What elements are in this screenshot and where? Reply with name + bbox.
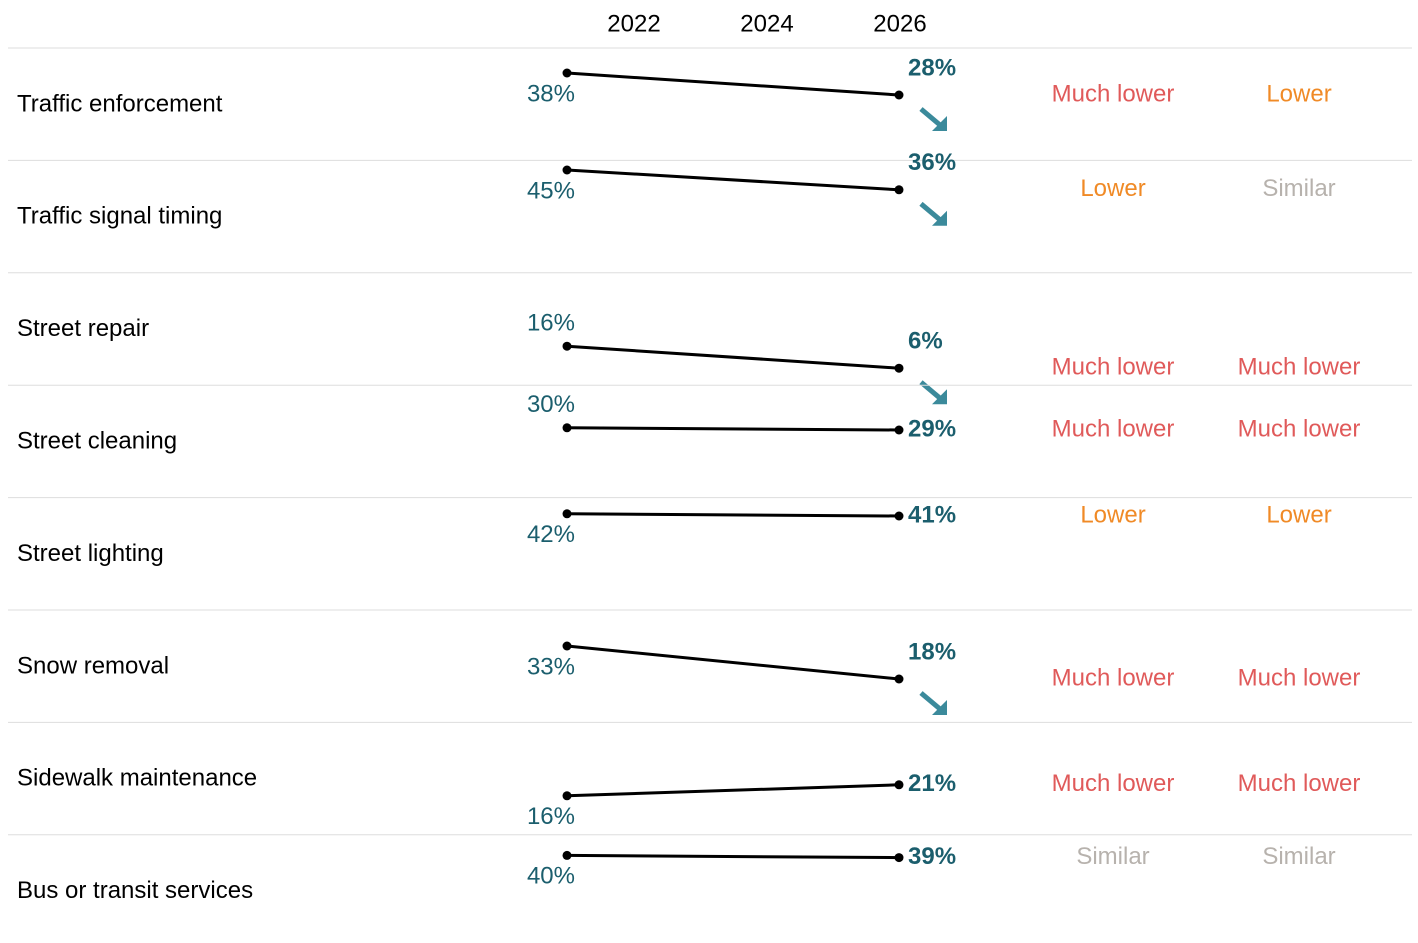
row-label: Street lighting (17, 540, 164, 567)
row-label: Traffic signal timing (17, 203, 222, 230)
point (562, 165, 572, 175)
slope-line (566, 344, 900, 370)
start-label: 42% (527, 521, 575, 548)
comparison-label: Lower (1266, 501, 1331, 528)
point (562, 850, 572, 860)
point (894, 90, 904, 100)
point (894, 363, 904, 373)
trend-arrow-head (932, 116, 947, 131)
trend-arrow-head (932, 389, 947, 405)
x-tick-label: 2024 (740, 10, 793, 37)
point (894, 674, 904, 684)
slope-line (566, 644, 900, 681)
end-label: 39% (908, 843, 956, 870)
start-label: 30% (527, 391, 575, 418)
x-tick-label: 2022 (607, 10, 660, 37)
x-tick-label: 2026 (873, 10, 926, 37)
slope-line (566, 853, 900, 860)
comparison-label: Much lower (1052, 770, 1175, 797)
row-label: Bus or transit services (17, 877, 253, 904)
point (894, 185, 904, 195)
end-label: 21% (908, 770, 956, 797)
comparison-label: Similar (1262, 843, 1335, 870)
end-label: 18% (908, 638, 956, 665)
trend-arrow-head (932, 700, 947, 715)
row-label: Street repair (17, 315, 149, 342)
comparison-label: Much lower (1052, 354, 1175, 381)
trend-arrow-shaft (919, 380, 942, 401)
start-label: 16% (527, 310, 575, 337)
point (562, 791, 572, 801)
trend-arrow-shaft (919, 201, 942, 222)
slope-line (566, 71, 900, 97)
comparison-label: Similar (1076, 843, 1149, 870)
trend-arrow-head (932, 210, 947, 226)
start-label: 45% (527, 177, 575, 204)
row-label: Street cleaning (17, 428, 177, 455)
comparison-label: Lower (1266, 80, 1331, 107)
start-label: 33% (527, 653, 575, 680)
comparison-label: Much lower (1052, 664, 1175, 691)
comparison-label: Similar (1262, 175, 1335, 202)
comparison-label: Much lower (1052, 415, 1175, 442)
point (562, 509, 572, 519)
comparison-label: Much lower (1238, 770, 1361, 797)
comparison-label: Lower (1080, 501, 1145, 528)
comparison-label: Much lower (1238, 354, 1361, 381)
slope-line (566, 783, 900, 798)
point (562, 641, 572, 651)
slope-line (566, 168, 900, 192)
row-label: Sidewalk maintenance (17, 765, 257, 792)
trend-arrow-shaft (919, 691, 942, 711)
row-label: Snow removal (17, 652, 169, 679)
point (562, 423, 572, 433)
point (894, 780, 904, 790)
slope-line (566, 426, 900, 432)
comparison-label: Much lower (1238, 664, 1361, 691)
point (894, 511, 904, 521)
start-label: 16% (527, 803, 575, 830)
comparison-label: Lower (1080, 175, 1145, 202)
comparison-label: Much lower (1052, 80, 1175, 107)
end-label: 41% (908, 501, 956, 528)
row-label: Traffic enforcement (17, 90, 223, 117)
end-label: 29% (908, 415, 956, 442)
end-label: 28% (908, 54, 956, 81)
start-label: 40% (527, 863, 575, 890)
point (562, 68, 572, 78)
slope-line (566, 512, 900, 518)
point (894, 425, 904, 435)
trend-arrow-shaft (919, 107, 942, 127)
point (562, 341, 572, 351)
end-label: 36% (908, 149, 956, 176)
point (894, 853, 904, 863)
start-label: 38% (527, 80, 575, 107)
end-label: 6% (908, 328, 943, 355)
comparison-label: Much lower (1238, 415, 1361, 442)
